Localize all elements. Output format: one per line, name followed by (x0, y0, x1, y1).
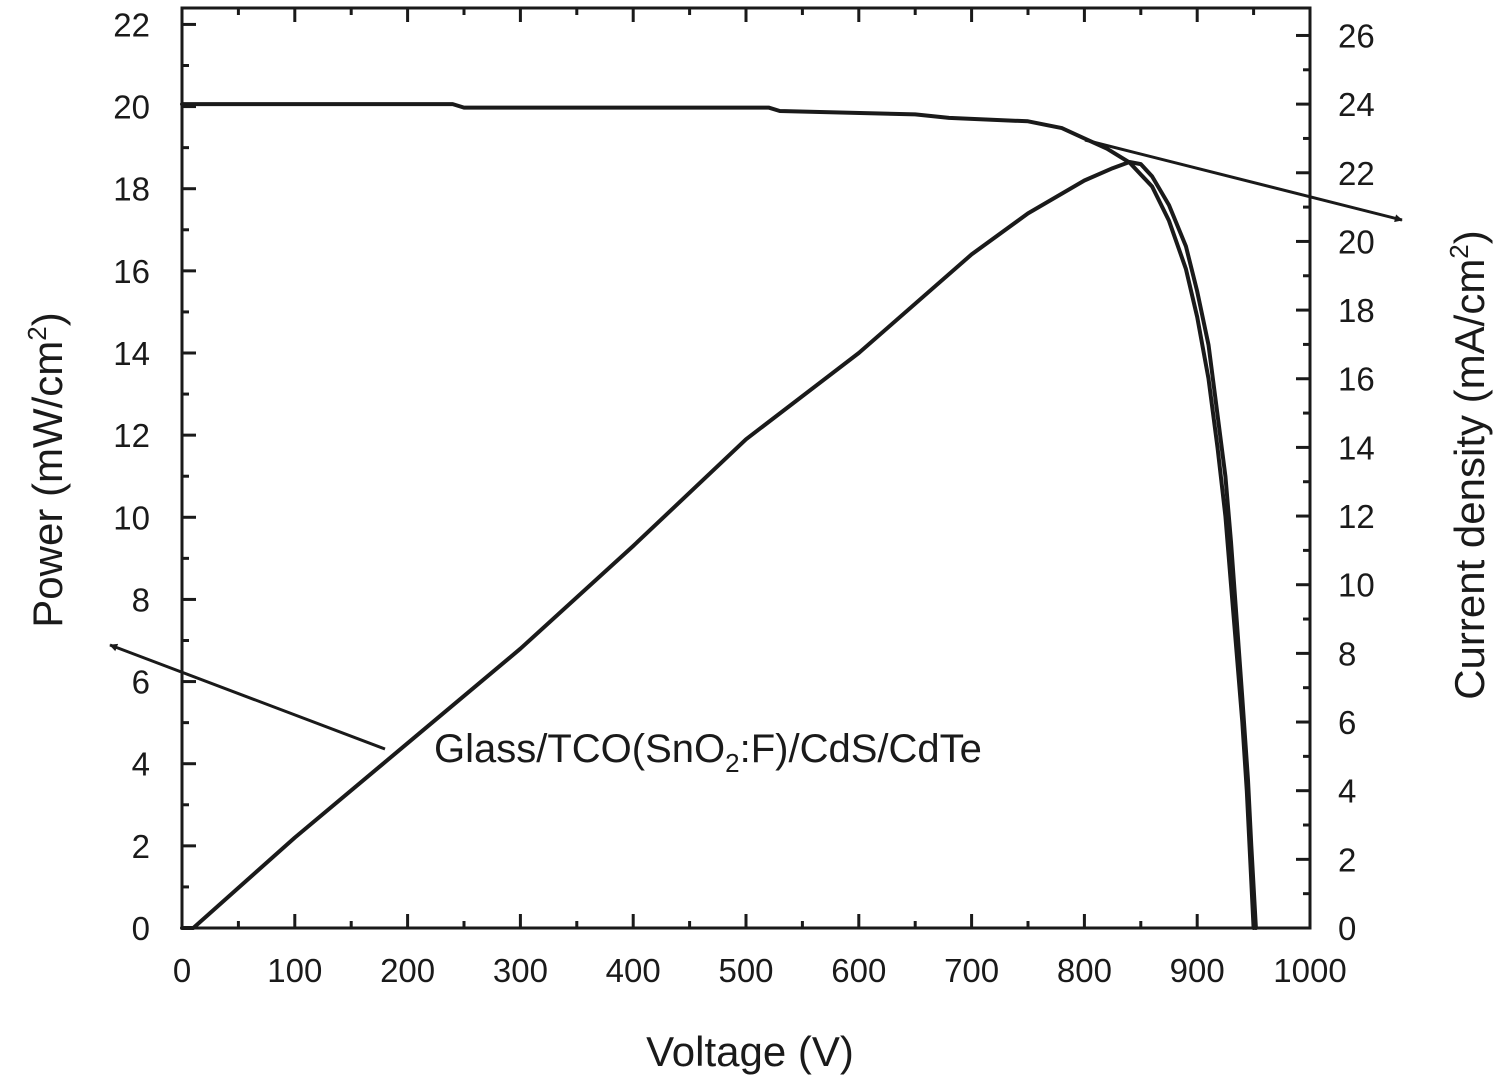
left-y-tick-label: 4 (132, 746, 150, 783)
left-y-tick-label: 0 (132, 910, 150, 947)
x-tick-label: 800 (1057, 952, 1112, 989)
x-tick-label: 600 (831, 952, 886, 989)
right-y-tick-label: 14 (1338, 429, 1375, 466)
x-axis-ticks: 0 100 200 300 400 500 600 700 800 900 1000 (173, 8, 1347, 989)
left-y-tick-label: 10 (113, 499, 150, 536)
x-axis-title: Voltage (V) (646, 1028, 854, 1075)
left-y-tick-label: 22 (113, 6, 150, 43)
right-y-tick-label: 4 (1338, 773, 1356, 810)
power-series-line (180, 160, 1258, 930)
series-layer (180, 102, 1258, 930)
device-annotation: Glass/TCO(SnO2:F)/CdS/CdTe (434, 727, 982, 778)
left-y-tick-label: 16 (113, 253, 150, 290)
right-y-tick-label: 22 (1338, 155, 1375, 192)
arrow-to-left-axis (109, 643, 386, 751)
left-y-axis-ticks: 0 2 4 6 8 10 12 14 16 18 20 22 (113, 6, 196, 947)
right-y-tick-label: 18 (1338, 292, 1375, 329)
right-y-tick-label: 8 (1338, 635, 1356, 672)
right-y-axis-title: Current density (mA/cm2) (1444, 230, 1493, 700)
right-y-tick-label: 12 (1338, 498, 1375, 535)
left-y-tick-label: 8 (132, 581, 150, 618)
x-tick-label: 1000 (1273, 952, 1346, 989)
right-y-tick-label: 6 (1338, 704, 1356, 741)
left-y-tick-label: 18 (113, 171, 150, 208)
x-tick-label: 700 (944, 952, 999, 989)
x-tick-label: 200 (380, 952, 435, 989)
left-y-tick-label: 14 (113, 335, 150, 372)
left-y-tick-label: 20 (113, 89, 150, 126)
x-tick-label: 400 (606, 952, 661, 989)
x-tick-label: 100 (267, 952, 322, 989)
left-y-tick-label: 2 (132, 828, 150, 865)
x-tick-label: 0 (173, 952, 191, 989)
current-density-series-line (180, 102, 1256, 930)
left-y-axis-title: Power (mW/cm2) (22, 312, 71, 627)
right-y-tick-label: 16 (1338, 361, 1375, 398)
right-y-tick-label: 20 (1338, 223, 1375, 260)
arrow-to-right-axis (1084, 138, 1403, 223)
right-y-tick-label: 24 (1338, 86, 1375, 123)
right-y-tick-label: 2 (1338, 841, 1356, 878)
left-y-tick-label: 6 (132, 664, 150, 701)
x-tick-label: 900 (1170, 952, 1225, 989)
right-y-tick-label: 0 (1338, 910, 1356, 947)
left-y-tick-label: 12 (113, 417, 150, 454)
right-y-tick-label: 10 (1338, 567, 1375, 604)
x-tick-label: 300 (493, 952, 548, 989)
x-tick-label: 500 (718, 952, 773, 989)
right-y-tick-label: 26 (1338, 17, 1375, 54)
